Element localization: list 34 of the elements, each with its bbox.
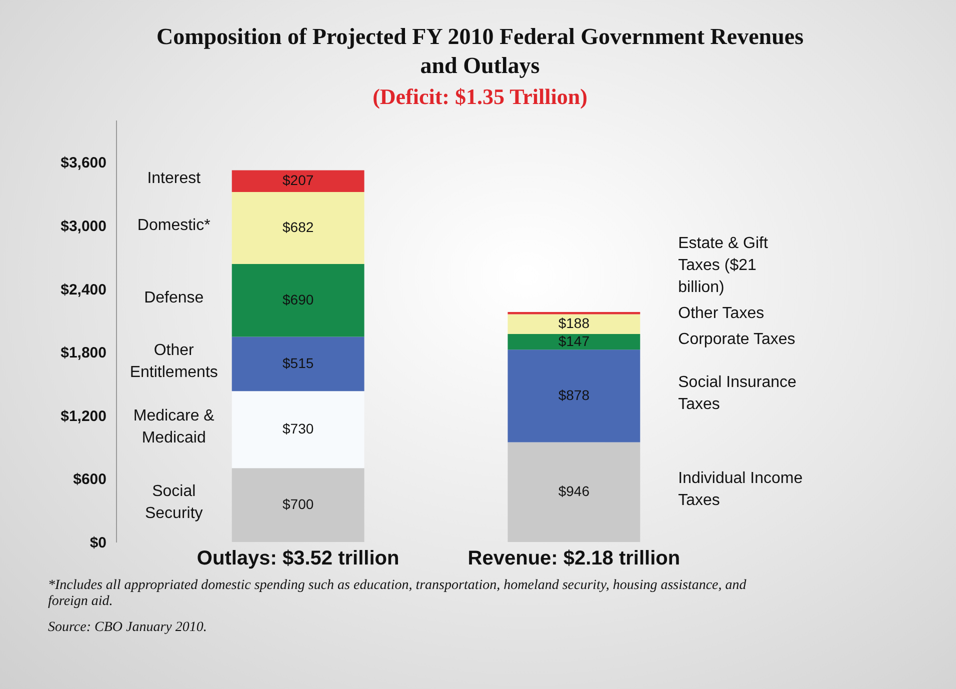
data-label: $946 [558,483,590,500]
data-label: $188 [558,315,590,332]
y-tick-label: $1,800 [60,344,106,362]
data-label: $700 [282,496,314,512]
y-tick-label: $3,600 [60,154,106,172]
text: Other Taxes [678,304,764,322]
y-tick-label: $1,200 [60,408,106,425]
series-label: Interest [147,170,202,188]
y-tick-label: $0 [90,534,106,552]
chart-title: Composition of Projected FY 2010 Federal Government Revenues and Outlays [155,23,805,80]
series-label: Defense [144,289,204,306]
series-label: Other Entitlements [130,342,218,381]
text: Social Insurance Taxes [678,374,797,413]
chart-subtitle: (Deficit: $1.35 Trillion) [372,84,588,110]
data-label: $207 [282,172,314,188]
y-tick-label: $2,400 [60,281,106,298]
text: *Includes all appropriated domestic spending such as education, transportation, homeland security, housing assistance, and foreign aid. [48,578,748,610]
data-label: $690 [282,291,314,308]
series-label: Domestic* [137,217,210,234]
text: Corporate Taxes [678,330,796,348]
y-tick-label: $3,000 [60,218,106,235]
x-tick-label: Outlays: $3.52 trillion [196,548,400,570]
series-label: Medicare & Medicaid [133,408,215,447]
x-tick-label: Revenue: $2.18 trillion [468,548,680,570]
data-label: $515 [282,354,314,371]
data-label: $682 [282,219,314,236]
data-label: $147 [558,332,590,349]
text: Estate & Gift Taxes ($21 billion) [678,234,769,296]
data-label: $730 [282,420,314,437]
source-note: Source: CBO January 2010. [48,620,208,636]
series-label: Social Security [144,483,203,522]
data-label: $878 [558,386,590,403]
y-tick-label: $600 [73,471,106,488]
text: Individual Income Taxes [678,470,803,510]
